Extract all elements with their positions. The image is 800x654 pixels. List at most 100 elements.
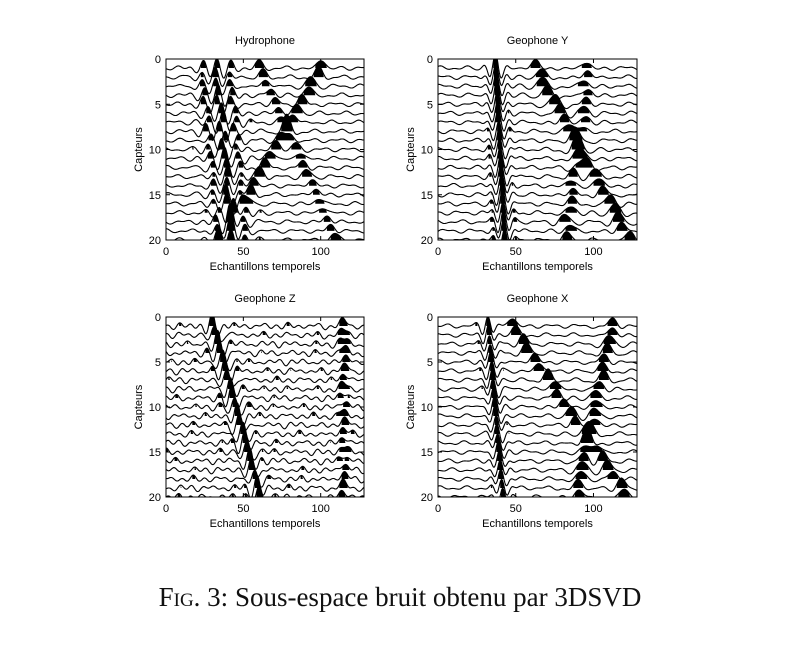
trace-line xyxy=(166,368,364,388)
trace-fill xyxy=(475,317,618,326)
trace-line xyxy=(166,227,364,240)
trace-line xyxy=(166,383,364,409)
y-tick-label: 15 xyxy=(421,190,433,202)
trace-line xyxy=(166,176,364,196)
x-tick-label: 100 xyxy=(312,246,330,258)
trace-line xyxy=(438,108,637,132)
trace-fill xyxy=(495,426,594,443)
trace-line xyxy=(166,165,364,186)
trace-line xyxy=(438,201,637,223)
trace-fill xyxy=(210,358,350,371)
y-tick-label: 10 xyxy=(149,145,161,157)
trace-fill xyxy=(493,404,602,416)
trace-line xyxy=(438,63,637,87)
trace-fill xyxy=(495,100,590,114)
trace-line xyxy=(438,439,637,460)
y-axis-label: Capteurs xyxy=(133,127,145,172)
trace-fill xyxy=(175,384,351,398)
trace-line xyxy=(166,202,364,235)
trace-line xyxy=(166,137,364,161)
trace-line xyxy=(438,126,637,150)
trace-line xyxy=(438,228,637,240)
trace-fill xyxy=(200,59,327,68)
y-tick-label: 5 xyxy=(155,357,161,369)
trace-line xyxy=(166,397,364,416)
trace-fill xyxy=(200,94,308,105)
trace-fill xyxy=(494,72,589,87)
trace-line xyxy=(438,99,637,123)
trace-fill xyxy=(179,317,348,326)
trace-fill xyxy=(192,470,349,479)
trace-fill xyxy=(493,59,592,68)
trace-line xyxy=(438,59,637,79)
trace-line xyxy=(438,449,637,469)
trace-line xyxy=(438,133,637,160)
panel-title: Geophone Z xyxy=(234,293,295,305)
trace-line xyxy=(166,447,364,471)
y-tick-label: 5 xyxy=(427,99,433,111)
x-tick-label: 0 xyxy=(435,246,441,258)
trace-line xyxy=(166,192,364,215)
y-tick-label: 5 xyxy=(155,99,161,111)
trace-line xyxy=(166,183,364,206)
trace-line xyxy=(166,130,364,151)
trace-line xyxy=(166,439,364,461)
trace-line xyxy=(166,430,364,455)
trace-fill xyxy=(489,163,602,177)
trace-fill xyxy=(492,218,628,231)
trace-line xyxy=(438,80,637,106)
y-tick-label: 20 xyxy=(149,235,161,247)
trace-fill xyxy=(490,368,609,380)
trace-fill xyxy=(492,395,603,407)
trace-line xyxy=(166,65,364,88)
trace-line xyxy=(438,421,637,444)
trace-line xyxy=(438,350,637,370)
trace-line xyxy=(166,84,364,107)
trace-fill xyxy=(495,109,591,123)
trace-fill xyxy=(211,325,351,335)
y-tick-label: 10 xyxy=(421,145,433,157)
trace-line xyxy=(438,120,637,142)
traces xyxy=(166,59,364,240)
trace-line xyxy=(438,487,634,497)
trace-line xyxy=(166,349,364,372)
y-tick-label: 10 xyxy=(149,402,161,414)
trace-line xyxy=(166,421,364,443)
x-tick-label: 50 xyxy=(510,246,522,258)
y-tick-label: 0 xyxy=(427,312,433,324)
trace-line xyxy=(438,333,637,352)
trace-fill xyxy=(202,84,316,96)
traces xyxy=(166,317,364,497)
trace-line xyxy=(166,212,364,240)
trace-fill xyxy=(213,203,331,222)
trace-fill xyxy=(488,147,588,159)
trace-line xyxy=(166,76,364,96)
y-tick-label: 15 xyxy=(149,447,161,459)
trace-line xyxy=(438,189,637,215)
trace-fill xyxy=(496,440,603,452)
trace-line xyxy=(438,360,637,381)
trace-line xyxy=(166,457,364,479)
trace-fill xyxy=(499,173,606,186)
trace-line xyxy=(438,414,637,433)
trace-fill xyxy=(498,154,593,168)
trace-line xyxy=(438,403,637,425)
x-tick-label: 0 xyxy=(163,246,169,258)
trace-line xyxy=(166,317,364,336)
x-tick-label: 100 xyxy=(312,503,330,515)
trace-line xyxy=(438,90,637,114)
trace-fill xyxy=(195,397,351,407)
trace-line xyxy=(438,385,637,406)
x-tick-label: 100 xyxy=(584,503,602,515)
x-axis-label: Echantillons temporels xyxy=(482,518,593,530)
trace-fill xyxy=(491,386,602,398)
trace-line xyxy=(438,342,637,361)
trace-fill xyxy=(206,103,303,114)
trace-line xyxy=(438,468,637,487)
panel-title: Geophone X xyxy=(507,293,569,305)
